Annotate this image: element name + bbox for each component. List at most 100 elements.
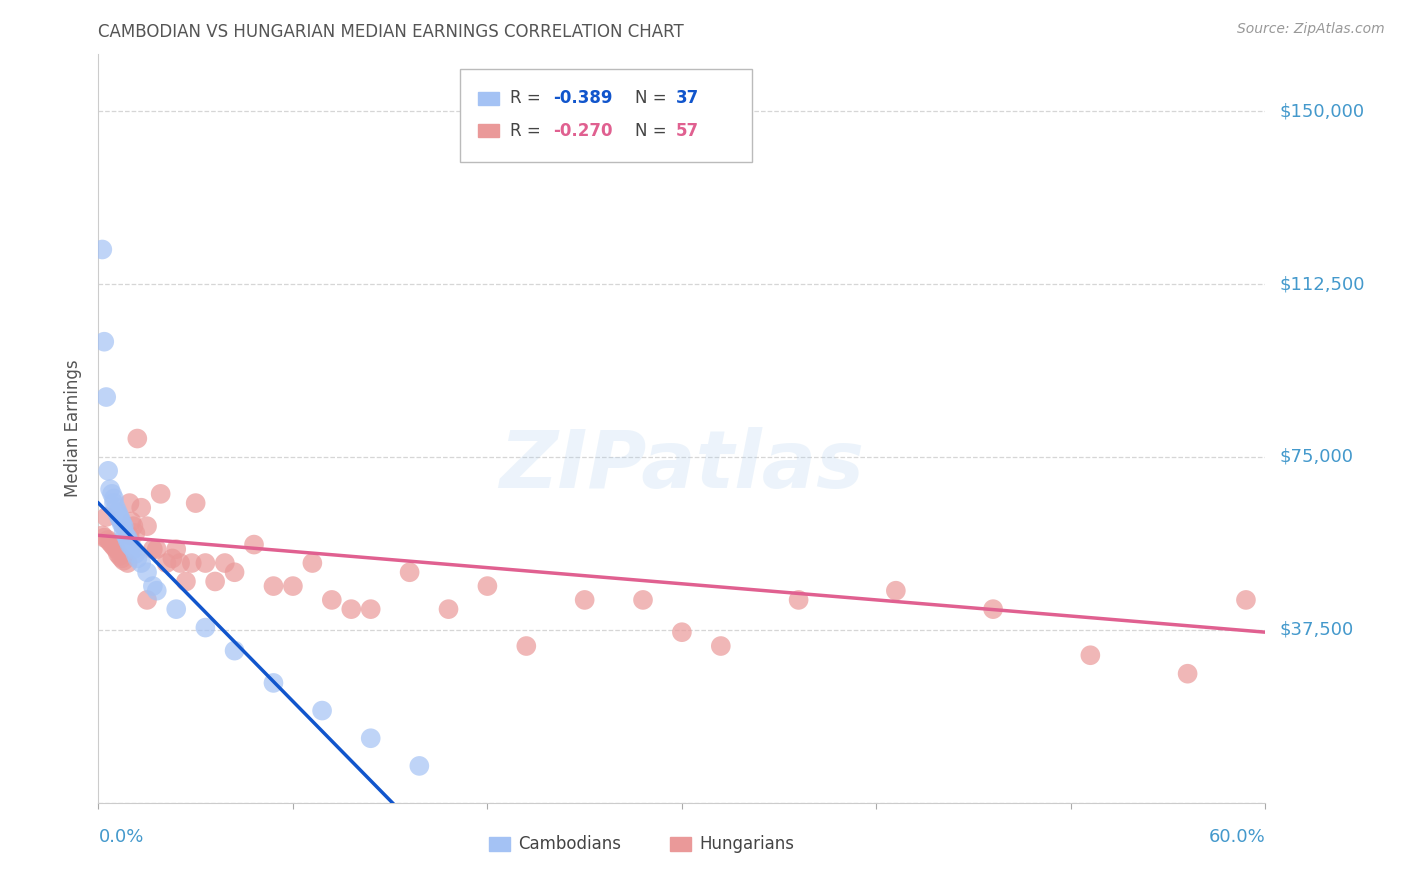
- Point: [124, 526, 146, 541]
- Point: [710, 639, 733, 653]
- Point: [124, 547, 146, 561]
- Point: [111, 516, 134, 531]
- Point: [136, 593, 159, 607]
- Point: [149, 487, 172, 501]
- Bar: [671, 838, 692, 851]
- Point: [437, 602, 460, 616]
- Point: [1080, 648, 1102, 663]
- Point: [107, 547, 129, 561]
- Text: N =: N =: [636, 121, 672, 140]
- FancyBboxPatch shape: [460, 69, 752, 162]
- Point: [146, 583, 169, 598]
- Point: [224, 566, 246, 580]
- Point: [97, 464, 120, 478]
- Point: [311, 704, 333, 718]
- Text: $75,000: $75,000: [1279, 448, 1354, 466]
- Point: [787, 593, 810, 607]
- Point: [1177, 666, 1199, 681]
- Point: [129, 556, 152, 570]
- Bar: [478, 124, 499, 137]
- Point: [281, 579, 304, 593]
- Point: [162, 551, 184, 566]
- Point: [114, 528, 136, 542]
- Point: [96, 390, 118, 404]
- Text: R =: R =: [510, 121, 547, 140]
- Point: [262, 579, 284, 593]
- Point: [118, 535, 141, 549]
- Point: [165, 602, 187, 616]
- Point: [111, 515, 134, 529]
- Point: [360, 602, 382, 616]
- Text: 57: 57: [676, 121, 699, 140]
- Point: [103, 496, 125, 510]
- Point: [127, 551, 149, 566]
- Text: Hungarians: Hungarians: [699, 835, 794, 853]
- Point: [142, 579, 165, 593]
- Point: [243, 538, 266, 552]
- Text: 37: 37: [676, 89, 699, 107]
- Y-axis label: Median Earnings: Median Earnings: [65, 359, 83, 497]
- Point: [112, 554, 135, 568]
- Point: [360, 731, 382, 746]
- Point: [117, 531, 139, 545]
- Point: [574, 593, 596, 607]
- Point: [107, 508, 129, 522]
- Text: Source: ZipAtlas.com: Source: ZipAtlas.com: [1237, 22, 1385, 37]
- Point: [118, 528, 141, 542]
- Point: [194, 621, 217, 635]
- Point: [671, 625, 693, 640]
- Text: -0.389: -0.389: [554, 89, 613, 107]
- Point: [103, 491, 125, 506]
- Point: [101, 538, 124, 552]
- Point: [408, 759, 430, 773]
- Point: [184, 496, 207, 510]
- Point: [262, 676, 284, 690]
- Text: -0.270: -0.270: [554, 121, 613, 140]
- Point: [118, 496, 141, 510]
- Point: [118, 538, 141, 552]
- Point: [121, 515, 143, 529]
- Text: 0.0%: 0.0%: [98, 828, 143, 846]
- Point: [214, 556, 236, 570]
- Point: [129, 500, 152, 515]
- Point: [104, 500, 127, 515]
- Point: [117, 533, 139, 547]
- Point: [122, 542, 145, 557]
- Point: [108, 549, 131, 563]
- Point: [515, 639, 537, 653]
- Point: [121, 540, 143, 554]
- Point: [165, 542, 187, 557]
- Text: CAMBODIAN VS HUNGARIAN MEDIAN EARNINGS CORRELATION CHART: CAMBODIAN VS HUNGARIAN MEDIAN EARNINGS C…: [98, 23, 685, 41]
- Point: [108, 510, 131, 524]
- Point: [146, 542, 169, 557]
- Point: [477, 579, 499, 593]
- Point: [180, 556, 202, 570]
- Point: [155, 556, 177, 570]
- Point: [169, 556, 191, 570]
- Text: N =: N =: [636, 89, 672, 107]
- Point: [136, 519, 159, 533]
- Point: [884, 583, 907, 598]
- Point: [142, 542, 165, 557]
- Point: [340, 602, 363, 616]
- Point: [321, 593, 343, 607]
- Point: [112, 519, 135, 533]
- Point: [204, 574, 226, 589]
- Point: [117, 556, 139, 570]
- Point: [194, 556, 217, 570]
- Point: [1234, 593, 1257, 607]
- Text: $150,000: $150,000: [1279, 103, 1364, 120]
- Point: [97, 533, 120, 547]
- Point: [981, 602, 1004, 616]
- Point: [112, 524, 135, 538]
- Point: [398, 566, 420, 580]
- Point: [98, 482, 121, 496]
- Point: [127, 432, 149, 446]
- Point: [93, 334, 115, 349]
- Point: [301, 556, 323, 570]
- Point: [111, 551, 134, 566]
- Text: Cambodians: Cambodians: [519, 835, 621, 853]
- Point: [93, 531, 115, 545]
- Point: [224, 643, 246, 657]
- Point: [631, 593, 654, 607]
